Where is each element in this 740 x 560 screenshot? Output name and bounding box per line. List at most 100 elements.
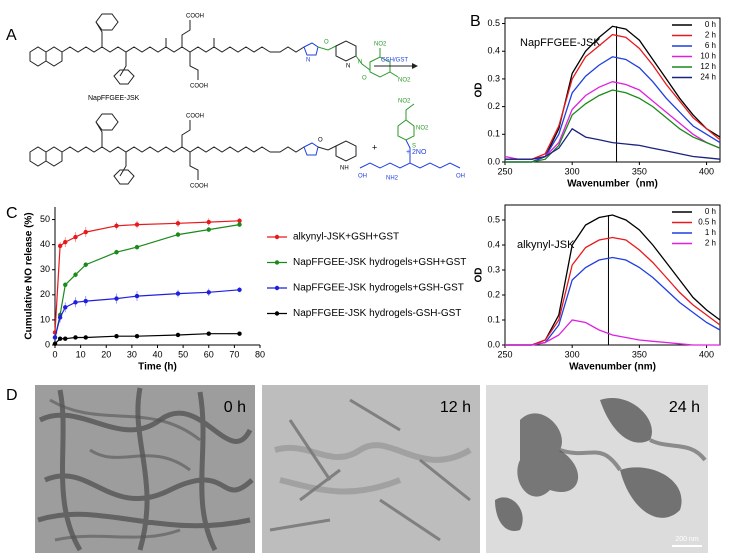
series-line xyxy=(505,89,721,163)
data-point xyxy=(73,234,78,240)
data-point xyxy=(175,291,181,296)
data-point xyxy=(83,229,88,235)
series-line xyxy=(505,33,721,160)
legend-label: 2 h xyxy=(705,31,716,40)
data-point xyxy=(52,341,58,346)
x-tick-label: 80 xyxy=(255,349,265,359)
panel-label: A xyxy=(6,27,17,44)
y-tick-label: 0.0 xyxy=(487,156,500,166)
plus-sign: + xyxy=(372,142,377,152)
series-line xyxy=(54,220,240,333)
data-point xyxy=(57,315,63,320)
data-point xyxy=(134,334,140,339)
y-tick-label: 0.1 xyxy=(487,314,500,324)
legend-label: 6 h xyxy=(705,41,716,50)
data-point xyxy=(206,219,211,225)
atom-label: NO2 xyxy=(398,99,411,105)
atom-label: NH2 xyxy=(386,176,399,182)
atom-label: NO2 xyxy=(416,126,429,132)
series-line xyxy=(505,319,720,346)
y-tick-label: 20 xyxy=(40,289,50,299)
data-point xyxy=(237,218,242,223)
chart-annotation: alkynyl-JSK xyxy=(517,239,575,251)
atom-label: NO2 xyxy=(398,78,411,84)
y-axis-label: OD xyxy=(474,268,485,283)
data-point xyxy=(73,300,78,305)
data-point xyxy=(206,227,211,232)
atom-label: OH xyxy=(456,174,465,180)
x-tick-label: 20 xyxy=(101,349,111,359)
atom-label: COOH xyxy=(190,184,208,190)
scheme-top xyxy=(29,13,399,85)
data-point xyxy=(237,331,242,336)
x-axis-label: Wavenumber (nm) xyxy=(569,362,656,373)
legend-marker xyxy=(274,234,280,240)
atom-label: NO2 xyxy=(374,42,387,48)
x-tick-label: 250 xyxy=(497,349,512,359)
panel-label: D xyxy=(6,387,18,404)
atom-label: O xyxy=(318,138,323,144)
y-tick-label: 0 xyxy=(45,339,50,349)
legend-label: 1 h xyxy=(705,228,716,237)
data-point xyxy=(63,239,68,245)
legend-marker xyxy=(274,260,280,265)
data-point xyxy=(134,293,140,299)
y-tick-label: 0.2 xyxy=(487,101,500,111)
atom-label: N xyxy=(306,58,310,64)
legend-marker xyxy=(274,285,280,291)
y-tick-label: 0.3 xyxy=(487,264,500,274)
legend-label: NapFFGEE-JSK hydrogels-GSH-GST xyxy=(293,308,461,319)
atom-label: COOH xyxy=(190,84,208,90)
legend-label: 24 h xyxy=(700,73,716,82)
legend-label: NapFFGEE-JSK hydrogels+GSH+GST xyxy=(293,257,466,268)
legend-label: 0 h xyxy=(705,207,716,216)
legend-label: 0 h xyxy=(705,20,716,29)
tem-image xyxy=(262,385,480,553)
data-point xyxy=(237,222,242,227)
atom-label: COOH xyxy=(186,114,204,120)
y-tick-label: 0.0 xyxy=(487,339,500,349)
series-line xyxy=(54,224,240,338)
x-axis-label: Time (h) xyxy=(138,362,177,373)
data-point xyxy=(63,282,68,287)
y-tick-label: 10 xyxy=(40,314,50,324)
plot-frame xyxy=(504,204,721,346)
data-point xyxy=(134,244,140,250)
tem-image xyxy=(486,385,708,553)
x-tick-label: 70 xyxy=(229,349,239,359)
data-point xyxy=(237,287,242,292)
y-axis-label: OD xyxy=(474,83,485,98)
y-tick-label: 0.5 xyxy=(487,18,500,28)
x-tick-label: 250 xyxy=(497,166,512,176)
y-tick-label: 0.4 xyxy=(487,239,500,249)
x-tick-label: 60 xyxy=(204,349,214,359)
arrow-label: GSH/GST xyxy=(381,58,408,64)
y-tick-label: 30 xyxy=(40,264,50,274)
data-point xyxy=(114,296,119,301)
x-tick-label: 0 xyxy=(52,349,57,359)
panel-label: C xyxy=(6,205,18,222)
data-point xyxy=(175,332,181,338)
scheme-bottom xyxy=(29,103,461,185)
tem-image xyxy=(35,385,255,553)
data-point xyxy=(134,222,140,227)
atom-label: N xyxy=(346,64,350,70)
data-point xyxy=(206,290,211,295)
x-axis-label: Wavenumber（nm) xyxy=(567,177,658,190)
x-tick-label: 30 xyxy=(127,349,137,359)
data-point xyxy=(73,272,78,277)
data-point xyxy=(114,223,119,229)
series-line xyxy=(54,333,240,345)
data-point xyxy=(206,331,211,336)
legend-label: 0.5 h xyxy=(698,218,716,227)
atom-label: O xyxy=(362,76,367,82)
legend-label: 2 h xyxy=(705,239,716,248)
y-tick-label: 40 xyxy=(40,239,50,249)
x-tick-label: 400 xyxy=(699,166,714,176)
y-tick-label: 0.4 xyxy=(487,46,500,56)
data-point xyxy=(57,336,63,341)
y-tick-label: 0.5 xyxy=(487,214,500,224)
data-point xyxy=(83,262,88,267)
data-point xyxy=(63,336,68,341)
